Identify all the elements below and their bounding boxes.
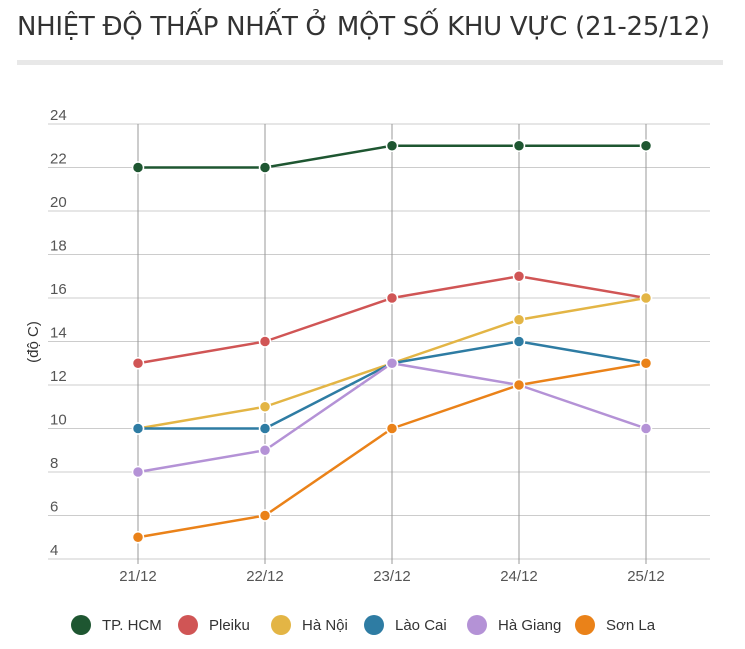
data-point (131, 465, 145, 479)
legend-swatch (575, 615, 595, 635)
legend-label: TP. HCM (102, 617, 162, 634)
y-tick-label: 20 (50, 194, 67, 211)
y-tick-label: 22 (50, 151, 67, 168)
data-point (512, 335, 526, 348)
legend-swatch (178, 615, 198, 635)
legend-swatch (467, 615, 487, 635)
x-axis-ticks: 21/12 22/12 23/12 24/12 25/12 (119, 568, 665, 585)
data-point (258, 400, 272, 413)
data-point (131, 531, 145, 544)
legend-label: Pleiku (209, 617, 250, 634)
y-tick-label: 14 (50, 325, 67, 342)
data-point (512, 378, 526, 392)
legend-swatch (271, 615, 291, 635)
y-tick-label: 18 (50, 238, 67, 255)
data-point (258, 444, 272, 457)
y-tick-label: 10 (50, 412, 67, 429)
x-tick-label: 22/12 (246, 568, 284, 585)
y-tick-label: 6 (50, 499, 58, 516)
data-point (131, 161, 145, 174)
y-axis-ticks: 4 6 8 10 12 14 16 18 20 22 24 (50, 107, 67, 559)
x-tick-label: 25/12 (627, 568, 665, 585)
data-point (131, 357, 145, 370)
data-point (258, 335, 272, 348)
data-point (512, 270, 526, 283)
data-point (512, 313, 526, 326)
data-point (385, 357, 399, 370)
chart-title: NHIỆT ĐỘ THẤP NHẤT Ở MỘT SỐ KHU VỰC (21-… (17, 12, 710, 42)
data-point (639, 291, 653, 305)
data-point (385, 139, 399, 152)
x-tick-label: 24/12 (500, 568, 538, 585)
gridlines (48, 123, 710, 564)
data-point (258, 161, 272, 174)
y-tick-label: 8 (50, 455, 58, 472)
legend-label: Hà Giang (498, 617, 561, 634)
data-point (639, 357, 653, 370)
legend-label: Sơn La (606, 617, 656, 634)
data-point (131, 422, 145, 435)
series-group (131, 139, 653, 544)
y-tick-label: 24 (50, 107, 67, 124)
data-point (385, 291, 399, 305)
y-tick-label: 16 (50, 281, 67, 298)
y-tick-label: 4 (50, 542, 58, 559)
legend-swatch (71, 615, 91, 635)
data-point (385, 422, 399, 435)
data-point (258, 422, 272, 435)
x-tick-label: 23/12 (373, 568, 411, 585)
y-axis-label: (độ C) (25, 321, 42, 363)
y-tick-label: 12 (50, 368, 67, 385)
x-tick-label: 21/12 (119, 568, 157, 585)
data-point (258, 509, 272, 522)
data-point (639, 139, 653, 152)
data-point (512, 139, 526, 152)
title-divider (17, 60, 723, 65)
data-point (639, 422, 653, 435)
legend-label: Hà Nội (302, 617, 348, 634)
legend-swatch (364, 615, 384, 635)
legend-label: Lào Cai (395, 617, 447, 634)
legend: TP. HCM Pleiku Hà Nội Lào Cai Hà Giang Sơn La (71, 615, 656, 635)
